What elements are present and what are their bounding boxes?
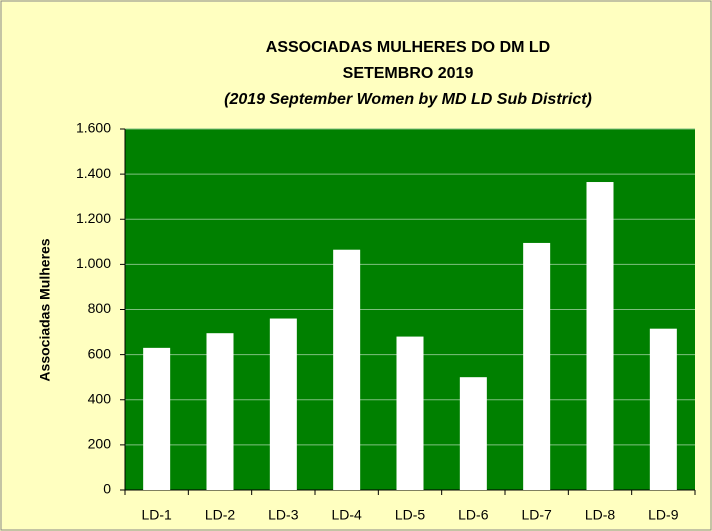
chart-subtitle: (2019 September Women by MD LD Sub Distr… xyxy=(224,91,592,108)
x-tick-label: LD-2 xyxy=(205,507,236,523)
y-tick-label: 1.000 xyxy=(76,255,111,271)
bar xyxy=(333,249,361,490)
x-tick-label: LD-7 xyxy=(521,507,552,523)
y-axis-label: Associadas Mulheres xyxy=(37,238,53,381)
x-tick-label: LD-6 xyxy=(458,507,489,523)
bar xyxy=(143,347,171,490)
y-tick-label: 0 xyxy=(103,481,111,497)
chart-title: ASSOCIADAS MULHERES DO DM LD xyxy=(266,39,550,56)
bar xyxy=(396,336,424,490)
y-tick-label: 1.600 xyxy=(76,120,111,136)
bar xyxy=(523,242,551,490)
bar xyxy=(459,377,487,490)
y-tick-label: 200 xyxy=(88,436,112,452)
x-tick-label: LD-5 xyxy=(395,507,426,523)
y-tick-label: 1.200 xyxy=(76,210,111,226)
y-tick-label: 400 xyxy=(88,390,112,406)
y-tick-label: 600 xyxy=(88,345,112,361)
y-tick-label: 800 xyxy=(88,300,112,316)
chart-subtitle: SETEMBRO 2019 xyxy=(343,65,474,82)
bar xyxy=(269,318,297,490)
x-tick-label: LD-4 xyxy=(331,507,362,523)
bar xyxy=(206,333,234,490)
bar xyxy=(586,182,614,490)
x-tick-label: LD-1 xyxy=(141,507,172,523)
x-tick-label: LD-9 xyxy=(648,507,679,523)
y-tick-label: 1.400 xyxy=(76,165,111,181)
x-tick-label: LD-8 xyxy=(585,507,616,523)
x-tick-label: LD-3 xyxy=(268,507,299,523)
bar xyxy=(649,328,677,490)
